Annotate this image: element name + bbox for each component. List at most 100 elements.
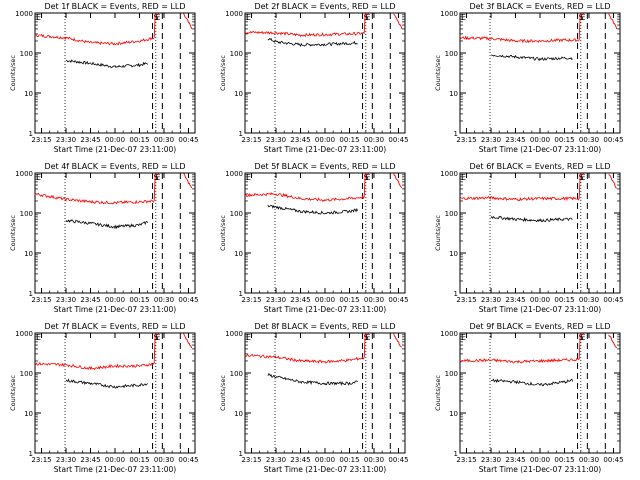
lld-series-line: [459, 195, 580, 202]
x-tick-label: 00:00: [530, 296, 550, 304]
y-tick-label: 100: [230, 50, 243, 58]
y-axis-label: Counts/sec: [219, 375, 227, 411]
y-tick-label: 100: [20, 210, 33, 218]
plot-frame: [34, 12, 196, 134]
panel-title: Det 4f BLACK = Events, RED = LLD: [44, 162, 185, 171]
x-tick-label: 00:45: [388, 136, 408, 144]
lld-series-line: [244, 191, 365, 202]
y-axis-label: Counts/sec: [434, 55, 442, 91]
lld-series-line: [459, 357, 580, 364]
x-tick-label: 23:15: [31, 296, 51, 304]
x-tick-label: 23:15: [241, 136, 261, 144]
y-tick-label: 1000: [440, 10, 458, 18]
x-tick-label: 00:30: [364, 456, 384, 464]
events-series-line: [490, 215, 573, 223]
y-tick-label: 1000: [225, 10, 243, 18]
lld-spike: [363, 333, 370, 358]
plot-frame: [459, 172, 621, 294]
end-marker-label: E: [155, 173, 160, 182]
y-tick-label: 1000: [225, 170, 243, 178]
x-axis-label: Start Time (21-Dec-07 23:11:00): [54, 145, 176, 154]
panel-title: Det 6f BLACK = Events, RED = LLD: [469, 162, 610, 171]
x-tick-label: 00:15: [554, 456, 574, 464]
y-tick-label: 10: [449, 90, 458, 98]
panel-title: Det 7f BLACK = Events, RED = LLD: [44, 322, 185, 331]
y-tick-label: 100: [445, 210, 458, 218]
y-tick-label: 1: [239, 450, 243, 458]
start-marker-label: S: [579, 173, 584, 182]
lld-spike: [153, 173, 160, 201]
lld-post-segment: [393, 172, 403, 189]
x-axis-label: Start Time (21-Dec-07 23:11:00): [264, 465, 386, 474]
end-marker-label: E: [580, 173, 585, 182]
x-tick-label: 23:45: [290, 456, 310, 464]
x-tick-label: 23:15: [241, 456, 261, 464]
panel-6: Det 6f BLACK = Events, RED = LLD 1 10 100 10…: [434, 162, 624, 314]
x-tick-label: 00:15: [129, 296, 149, 304]
y-tick-label: 100: [230, 370, 243, 378]
x-tick-label: 00:15: [339, 136, 359, 144]
x-axis-label: Start Time (21-Dec-07 23:11:00): [54, 305, 176, 314]
lld-spike: [363, 173, 370, 198]
lld-series-line: [34, 33, 155, 46]
lld-post-segment: [183, 13, 193, 30]
events-series-line: [490, 378, 574, 387]
events-series-line: [267, 204, 359, 215]
x-tick-label: 23:30: [481, 456, 501, 464]
panel-8: Det 8f BLACK = Events, RED = LLD 1 10 100 10…: [219, 322, 409, 474]
y-axis-label: Counts/sec: [9, 215, 17, 251]
end-marker-label-left: E: [36, 333, 41, 342]
y-tick-label: 10: [234, 250, 243, 258]
x-tick-label: 00:15: [554, 136, 574, 144]
end-marker-label: E: [365, 173, 370, 182]
lld-spike: [578, 173, 585, 199]
y-tick-label: 1000: [15, 10, 33, 18]
end-marker-label-left: E: [246, 333, 251, 342]
y-axis-label: Counts/sec: [219, 55, 227, 91]
y-tick-label: 1: [239, 130, 243, 138]
x-tick-label: 00:30: [364, 296, 384, 304]
x-tick-label: 00:45: [603, 136, 623, 144]
panel-title: Det 2f BLACK = Events, RED = LLD: [254, 2, 395, 11]
panel-3: Det 3f BLACK = Events, RED = LLD 1 10 100 10…: [434, 2, 624, 154]
x-axis-label: Start Time (21-Dec-07 23:11:00): [54, 465, 176, 474]
x-tick-label: 00:30: [579, 456, 599, 464]
panel-5: Det 5f BLACK = Events, RED = LLD 1 10 100 10…: [219, 162, 409, 314]
lld-spike: [153, 13, 160, 38]
start-marker-label: S: [364, 173, 369, 182]
x-tick-label: 23:30: [481, 136, 501, 144]
lld-post-segment: [608, 174, 617, 189]
x-tick-label: 23:45: [505, 456, 525, 464]
x-tick-label: 23:45: [290, 296, 310, 304]
x-axis-label: Start Time (21-Dec-07 23:11:00): [264, 145, 386, 154]
lld-post-segment: [393, 332, 402, 348]
lld-spike: [363, 13, 370, 34]
x-tick-label: 00:45: [178, 456, 198, 464]
x-tick-label: 00:15: [129, 136, 149, 144]
end-marker-label: E: [365, 13, 370, 22]
events-series-line: [65, 219, 149, 230]
end-marker-label-left: E: [246, 13, 251, 22]
y-tick-label: 1: [454, 130, 458, 138]
x-tick-label: 00:00: [530, 456, 550, 464]
x-axis-label: Start Time (21-Dec-07 23:11:00): [479, 465, 601, 474]
panel-title: Det 5f BLACK = Events, RED = LLD: [254, 162, 395, 171]
lld-post-segment: [608, 334, 618, 349]
x-tick-label: 23:30: [266, 296, 286, 304]
x-axis-label: Start Time (21-Dec-07 23:11:00): [479, 305, 601, 314]
end-marker-label-left: E: [36, 13, 41, 22]
panel-title: Det 1f BLACK = Events, RED = LLD: [44, 2, 185, 11]
x-tick-label: 23:15: [456, 136, 476, 144]
start-marker-label: S: [579, 333, 584, 342]
y-tick-label: 10: [234, 90, 243, 98]
x-tick-label: 23:45: [505, 296, 525, 304]
lld-series-line: [244, 30, 365, 38]
end-marker-label: E: [580, 333, 585, 342]
events-series-line: [267, 37, 358, 47]
x-tick-label: 23:45: [290, 136, 310, 144]
y-axis-label: Counts/sec: [9, 55, 17, 91]
start-marker-label: S: [154, 13, 159, 22]
panel-2: Det 2f BLACK = Events, RED = LLD 1 10 100 10…: [219, 2, 409, 154]
events-series-line: [65, 59, 148, 69]
